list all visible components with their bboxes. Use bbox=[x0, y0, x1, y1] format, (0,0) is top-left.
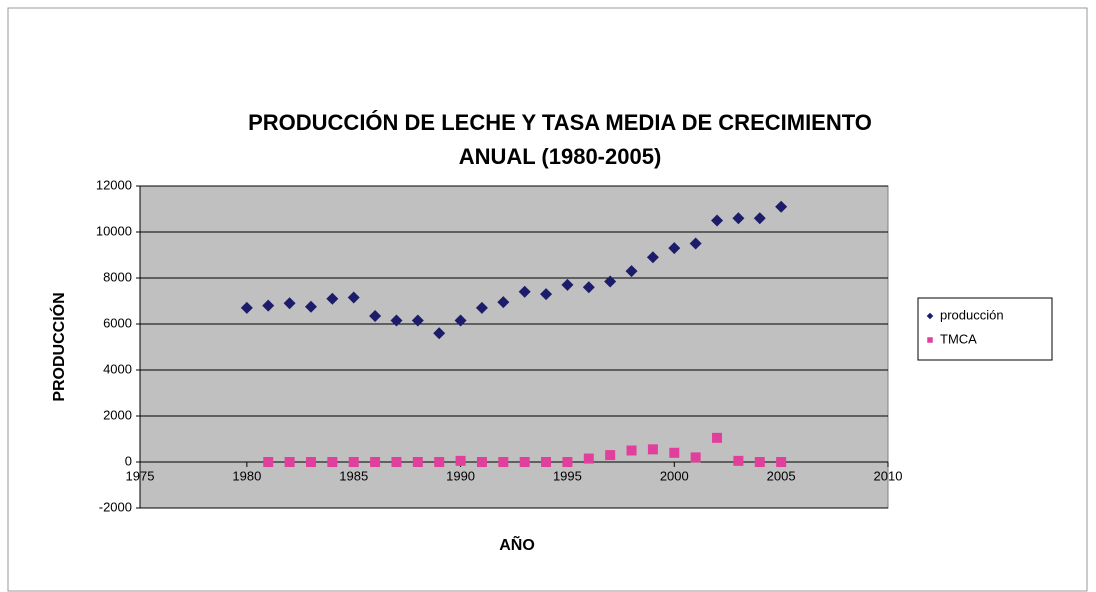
data-point bbox=[498, 457, 509, 467]
legend-label: producción bbox=[940, 307, 1004, 322]
x-tick-label: 1975 bbox=[126, 468, 155, 483]
data-point bbox=[733, 455, 744, 466]
data-point bbox=[775, 200, 788, 213]
data-point bbox=[305, 457, 316, 467]
data-point bbox=[625, 265, 638, 278]
x-tick-label: 1995 bbox=[553, 468, 582, 483]
data-point bbox=[732, 212, 745, 225]
x-axis-label: AÑO bbox=[499, 534, 535, 554]
y-tick-label: 0 bbox=[125, 453, 132, 468]
legend-marker bbox=[927, 337, 933, 343]
data-point bbox=[434, 457, 445, 467]
data-point bbox=[604, 275, 617, 288]
data-point bbox=[669, 447, 680, 458]
data-point bbox=[347, 291, 360, 304]
data-point bbox=[518, 285, 531, 298]
data-point bbox=[455, 455, 466, 466]
data-point bbox=[370, 457, 381, 467]
data-point bbox=[562, 457, 573, 467]
legend bbox=[917, 297, 1053, 361]
data-point bbox=[647, 444, 658, 455]
y-tick-label: 10000 bbox=[96, 223, 132, 238]
x-tick-label: 2010 bbox=[874, 468, 903, 483]
data-point bbox=[283, 297, 296, 310]
data-point bbox=[475, 301, 488, 314]
data-point bbox=[754, 457, 765, 467]
x-tick-label: 1990 bbox=[446, 468, 475, 483]
x-tick-label: 1985 bbox=[339, 468, 368, 483]
data-point bbox=[689, 237, 702, 250]
data-point bbox=[454, 314, 467, 327]
data-point bbox=[753, 212, 766, 225]
y-axis-label: PRODUCCIÓN bbox=[49, 292, 68, 401]
data-point bbox=[240, 301, 253, 314]
y-tick-label: 8000 bbox=[103, 269, 132, 284]
data-point bbox=[626, 445, 637, 456]
data-point bbox=[561, 278, 574, 291]
data-point bbox=[605, 450, 616, 461]
chart-title: ANUAL (1980-2005) bbox=[459, 144, 662, 169]
data-point bbox=[583, 453, 594, 464]
data-point bbox=[582, 281, 595, 294]
data-point bbox=[540, 288, 553, 301]
data-point bbox=[690, 452, 701, 463]
data-point bbox=[284, 457, 295, 467]
data-point bbox=[668, 242, 681, 255]
y-tick-label: 6000 bbox=[103, 315, 132, 330]
plot-area bbox=[139, 185, 889, 509]
data-point bbox=[497, 296, 510, 309]
chart-title: PRODUCCIÓN DE LECHE Y TASA MEDIA DE CREC… bbox=[248, 110, 872, 135]
y-tick-label: 4000 bbox=[103, 361, 132, 376]
y-tick-label: -2000 bbox=[99, 499, 132, 514]
data-point bbox=[412, 457, 423, 467]
x-tick-label: 2000 bbox=[660, 468, 689, 483]
data-point bbox=[390, 314, 403, 327]
data-point bbox=[476, 457, 487, 467]
data-point bbox=[646, 251, 659, 264]
data-point bbox=[712, 432, 723, 443]
data-point bbox=[326, 292, 339, 305]
data-point bbox=[263, 457, 274, 467]
data-point bbox=[411, 314, 424, 327]
data-point bbox=[391, 457, 402, 467]
x-tick-label: 2005 bbox=[767, 468, 796, 483]
data-point bbox=[433, 327, 446, 340]
y-tick-label: 12000 bbox=[96, 177, 132, 192]
data-point bbox=[327, 457, 338, 467]
data-point bbox=[776, 457, 787, 467]
data-point bbox=[304, 300, 317, 313]
x-tick-label: 1980 bbox=[232, 468, 261, 483]
data-point bbox=[369, 309, 382, 322]
data-point bbox=[519, 457, 530, 467]
data-point bbox=[541, 457, 552, 467]
data-point bbox=[262, 299, 275, 312]
y-tick-label: 2000 bbox=[103, 407, 132, 422]
legend-label: TMCA bbox=[940, 331, 977, 346]
data-point bbox=[711, 214, 724, 227]
data-point bbox=[348, 457, 359, 467]
